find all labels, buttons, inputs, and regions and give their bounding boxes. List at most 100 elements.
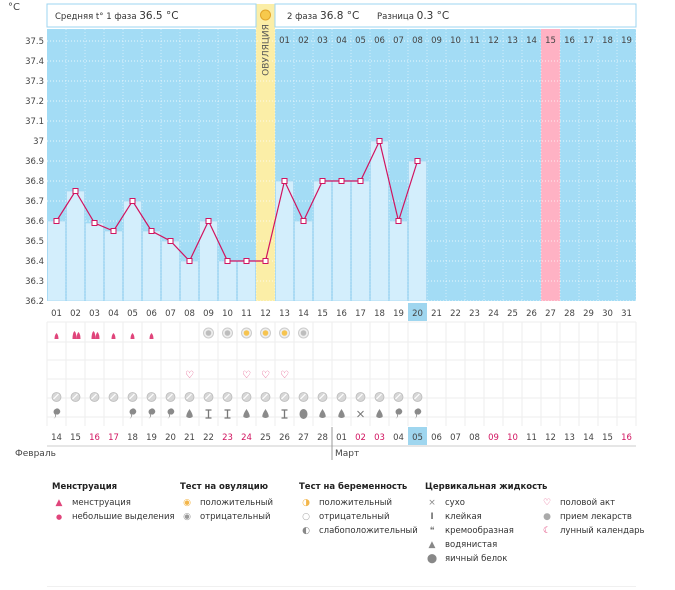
temperature-point[interactable] — [281, 178, 288, 184]
temperature-point[interactable] — [205, 218, 212, 224]
temperature-bar[interactable] — [104, 230, 123, 302]
calendar-date: 01 — [336, 433, 347, 443]
heart-icon: ♡ — [280, 370, 289, 381]
temperature-point[interactable] — [300, 218, 307, 224]
temperature-point[interactable] — [186, 258, 193, 264]
temperature-point[interactable] — [357, 178, 364, 184]
heart-icon: ♡ — [242, 370, 251, 381]
temperature-point[interactable] — [338, 178, 345, 184]
temperature-bar[interactable] — [332, 180, 351, 302]
watery-icon: ▲ — [428, 540, 436, 550]
temperature-line — [55, 139, 419, 263]
temperature-bar[interactable] — [218, 260, 237, 302]
diff-value: 0.3 °C — [417, 10, 450, 22]
temperature-point[interactable] — [319, 178, 326, 184]
pill-mark — [110, 393, 116, 400]
ovulation-column — [256, 4, 275, 301]
cycle-day: 10 — [222, 309, 233, 319]
pill-mark — [300, 393, 306, 400]
calendar-date: 14 — [583, 433, 594, 443]
temperature-bar[interactable] — [294, 220, 313, 302]
pill-mark — [338, 393, 344, 400]
temperature-point[interactable] — [53, 218, 60, 224]
calendar-date: 21 — [184, 433, 195, 443]
legend-pregnancy-test: Тест на беременность ◑ положительный ○ отр… — [299, 482, 418, 538]
temperature-point[interactable] — [414, 158, 421, 164]
month-february: Февраль — [15, 449, 56, 459]
legend-menstruation-title: Менструация — [52, 482, 118, 492]
post-ovulation-day: 14 — [526, 36, 537, 46]
legend-ovulation-positive: положительный — [200, 498, 273, 508]
temperature-bar[interactable] — [85, 222, 104, 302]
pill-icon — [222, 392, 233, 402]
legend-meds: прием лекарств — [560, 512, 632, 522]
legend-fluid-watery: водянистая — [445, 540, 498, 550]
highlight-day-cell — [541, 29, 560, 49]
temperature-bar[interactable] — [161, 240, 180, 302]
temperature-point[interactable] — [376, 138, 383, 144]
calendar-date: 02 — [355, 433, 366, 443]
temperature-point[interactable] — [91, 220, 98, 226]
temperature-bar[interactable] — [47, 220, 66, 302]
temperature-point[interactable] — [129, 198, 136, 204]
dry-icon: × — [428, 498, 436, 508]
today-date-cell — [408, 427, 427, 445]
temperature-bar[interactable] — [351, 180, 370, 302]
temperature-bar[interactable] — [142, 230, 161, 302]
pill-icon — [70, 392, 81, 402]
calendar-date: 10 — [507, 433, 518, 443]
today-day-cell — [408, 303, 427, 321]
temperature-point[interactable] — [167, 238, 174, 244]
legend-fluid-sticky: клейкая — [445, 512, 482, 522]
calendar-date: 12 — [545, 433, 556, 443]
cycle-day: 28 — [564, 309, 575, 319]
cycle-day: 19 — [393, 309, 404, 319]
month-march: Март — [335, 449, 359, 459]
temperature-bar[interactable] — [180, 260, 199, 302]
temperature-bar[interactable] — [123, 200, 142, 302]
spotting-icon — [149, 333, 154, 339]
pill-mark — [167, 393, 173, 400]
pill-icon — [393, 392, 404, 402]
temperature-point[interactable] — [224, 258, 231, 264]
temperature-bar[interactable] — [237, 260, 256, 302]
temperature-point[interactable] — [148, 228, 155, 234]
ovulation-test-dot — [224, 330, 231, 336]
pill-mark — [72, 393, 78, 400]
temperature-bar[interactable] — [275, 180, 294, 302]
calendar-date: 03 — [374, 433, 385, 443]
temperature-bar[interactable] — [66, 190, 85, 302]
legend-pregnancy-positive: положительный — [319, 498, 392, 508]
pill-icon: ● — [543, 512, 551, 522]
cycle-day: 18 — [374, 309, 385, 319]
sticky-icon — [281, 409, 288, 419]
watery-icon — [262, 409, 269, 418]
pill-icon — [184, 392, 195, 402]
temperature-bar[interactable] — [389, 220, 408, 302]
post-ovulation-day: 03 — [317, 36, 328, 46]
calendar-date: 15 — [602, 433, 613, 443]
spotting-icon — [111, 333, 116, 339]
temperature-bar[interactable] — [313, 180, 332, 302]
y-tick-label: 36.2 — [25, 297, 44, 307]
temperature-point[interactable] — [262, 258, 269, 264]
pill-icon — [241, 392, 252, 402]
calendar-date: 05 — [412, 433, 423, 443]
ovulation-test-negative-icon: ◉ — [183, 512, 191, 522]
creamy-icon — [414, 408, 422, 419]
temperature-point[interactable] — [110, 228, 117, 234]
ovulation-label: ОВУЛЯЦИЯ — [262, 24, 272, 76]
temperature-point[interactable] — [395, 218, 402, 224]
temperature-point[interactable] — [243, 258, 250, 264]
temperature-point[interactable] — [72, 188, 79, 194]
cycle-day: 11 — [241, 309, 252, 319]
y-tick-label: 37 — [33, 137, 44, 147]
pill-mark — [243, 393, 249, 400]
pill-icon — [336, 392, 347, 402]
cycle-day: 01 — [51, 309, 62, 319]
y-tick-label: 37.2 — [25, 97, 44, 107]
post-ovulation-day: 05 — [355, 36, 366, 46]
y-tick-label: 36.3 — [25, 277, 44, 287]
legend-other: ♡ половой акт ● прием лекарств ☾ лунный кал… — [540, 482, 645, 538]
